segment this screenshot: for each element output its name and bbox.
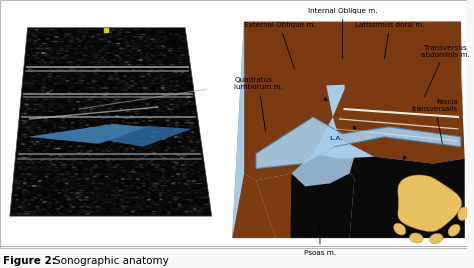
- Polygon shape: [256, 173, 305, 238]
- Text: L.A.: L.A.: [330, 136, 344, 141]
- Ellipse shape: [410, 233, 423, 243]
- Polygon shape: [99, 126, 192, 147]
- Text: Figure 2:: Figure 2:: [3, 256, 56, 266]
- Polygon shape: [244, 22, 461, 89]
- Polygon shape: [305, 54, 384, 79]
- Polygon shape: [10, 28, 212, 216]
- Ellipse shape: [448, 224, 460, 236]
- Text: Psoas m.: Psoas m.: [304, 221, 336, 256]
- Polygon shape: [292, 147, 355, 186]
- Text: Transversus
abdominis m.: Transversus abdominis m.: [420, 44, 469, 96]
- Polygon shape: [256, 117, 461, 169]
- Ellipse shape: [429, 233, 443, 244]
- Polygon shape: [244, 79, 333, 180]
- Polygon shape: [232, 22, 465, 238]
- Ellipse shape: [393, 223, 406, 235]
- Polygon shape: [291, 154, 355, 238]
- Text: Latissimus dorsi m.: Latissimus dorsi m.: [355, 22, 425, 59]
- Ellipse shape: [458, 207, 468, 221]
- FancyBboxPatch shape: [0, 0, 467, 248]
- Text: Internal Oblique m.: Internal Oblique m.: [308, 8, 377, 59]
- Polygon shape: [333, 68, 465, 163]
- Polygon shape: [232, 173, 276, 238]
- Polygon shape: [340, 157, 465, 238]
- Polygon shape: [27, 124, 148, 144]
- Polygon shape: [398, 175, 462, 232]
- Text: External Oblique m.: External Oblique m.: [244, 22, 316, 69]
- Polygon shape: [365, 22, 461, 74]
- Text: Quadratus
lumborum m.: Quadratus lumborum m.: [234, 77, 283, 131]
- Text: Sonographic anatomy: Sonographic anatomy: [54, 256, 169, 266]
- Text: Fascia
transversalis: Fascia transversalis: [412, 99, 458, 144]
- Polygon shape: [232, 22, 465, 238]
